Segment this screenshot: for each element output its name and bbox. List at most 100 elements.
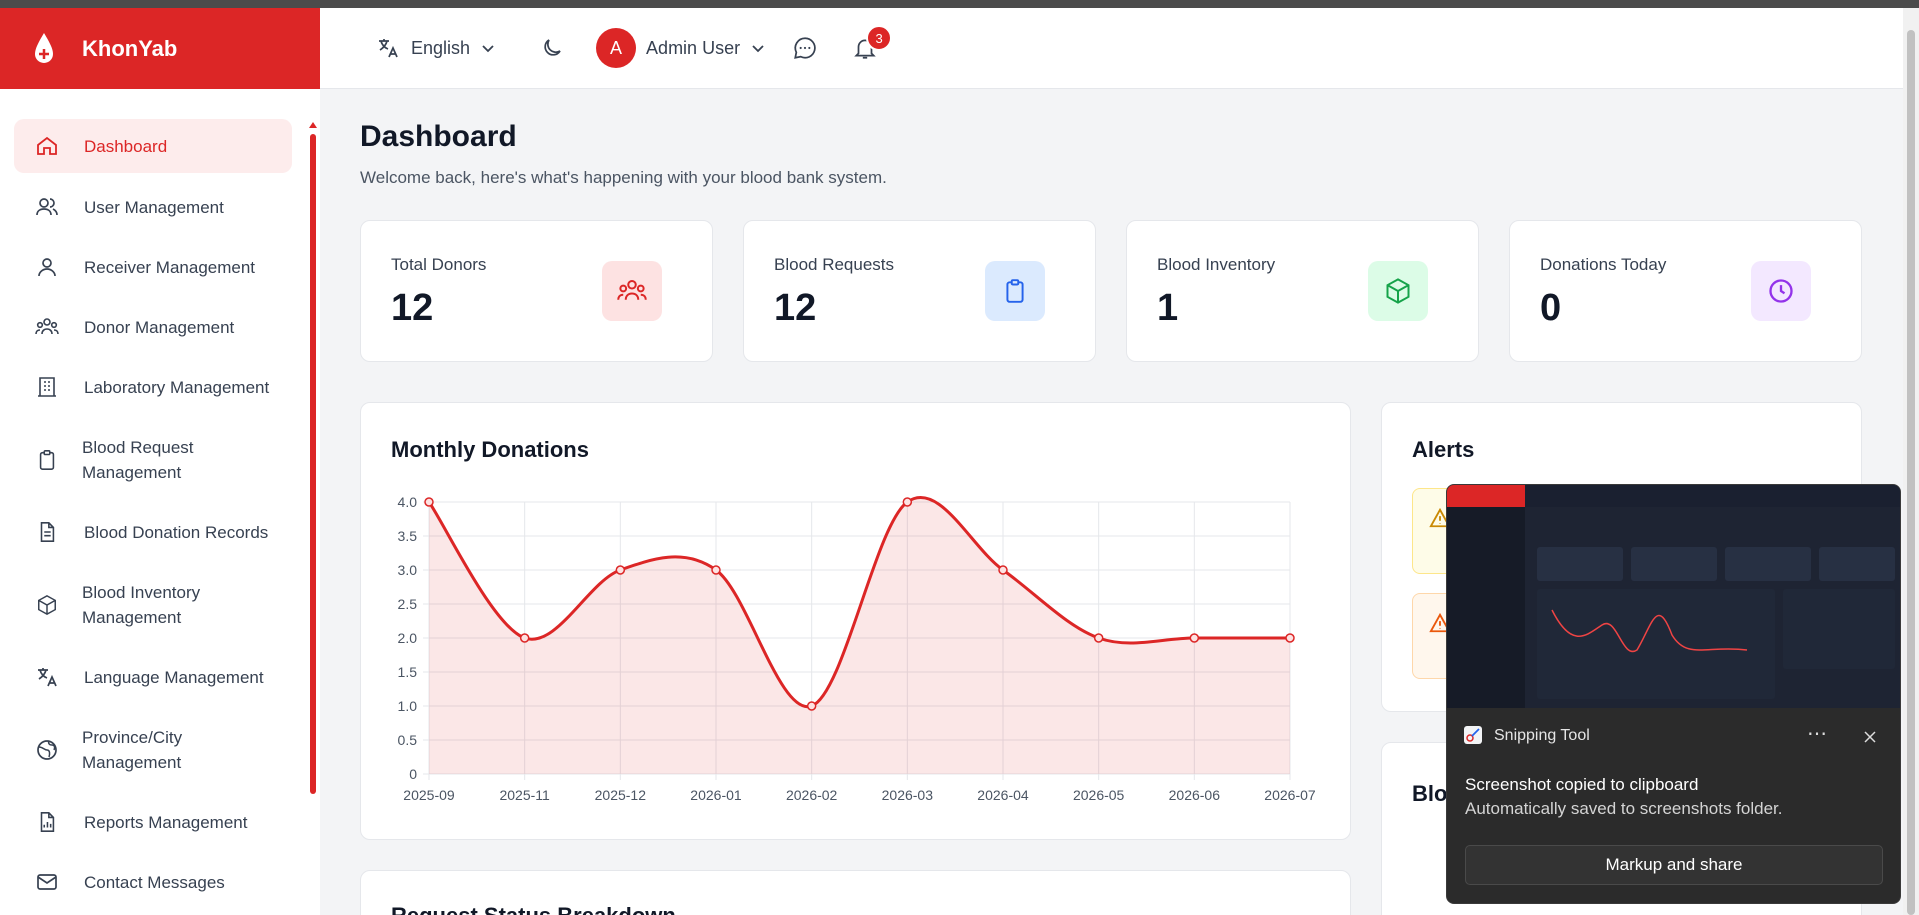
- document-icon: [34, 519, 60, 545]
- stat-card-blood-requests: Blood Requests 12: [743, 220, 1096, 362]
- x-tick-label: 2025-12: [595, 787, 647, 803]
- stat-value: 0: [1540, 287, 1562, 329]
- language-selector[interactable]: English: [376, 36, 496, 60]
- x-tick-label: 2025-11: [499, 787, 550, 803]
- data-point: [1189, 633, 1200, 643]
- toast-app-name: Snipping Tool: [1494, 727, 1590, 744]
- stat-label: Blood Inventory: [1157, 255, 1276, 274]
- translate-icon: [34, 664, 60, 690]
- sidebar-item-label: Language Management: [84, 667, 264, 687]
- sidebar-item-user-management[interactable]: User Management: [14, 180, 292, 234]
- chevron-down-icon: [482, 45, 494, 53]
- sidebar-item-label: Donor Management: [84, 317, 235, 337]
- x-tick-label: 2026-06: [1169, 787, 1221, 803]
- y-tick-label: 3.5: [398, 528, 418, 544]
- x-tick-label: 2026-02: [786, 787, 838, 803]
- box-icon: [1368, 261, 1428, 321]
- data-point: [998, 565, 1008, 575]
- markup-and-share-button[interactable]: Markup and share: [1465, 845, 1883, 885]
- stat-value: 12: [391, 287, 434, 329]
- x-tick-label: 2026-04: [977, 787, 1029, 803]
- blood-drop-logo-icon: [35, 32, 53, 63]
- snipping-tool-notification[interactable]: Snipping Tool ⋯ Screenshot copied to cli…: [1446, 484, 1901, 904]
- header: English A Admin User 3: [320, 8, 1903, 89]
- notifications-button[interactable]: 3: [852, 25, 893, 61]
- data-point: [615, 565, 626, 575]
- clipboard-icon: [34, 447, 60, 473]
- home-icon: [34, 133, 60, 159]
- page-scrollbar-thumb[interactable]: [1907, 30, 1915, 915]
- sidebar-item-language-management[interactable]: Language Management: [14, 650, 292, 704]
- blood-type-title: Blo: [1412, 781, 1448, 806]
- sidebar-item-label: Receiver Management: [84, 257, 256, 277]
- x-tick-label: 2026-05: [1073, 787, 1125, 803]
- sidebar-item-reports-management[interactable]: Reports Management: [14, 795, 292, 849]
- page-subtitle: Welcome back, here's what's happening wi…: [360, 168, 887, 187]
- sidebar-item-dashboard[interactable]: Dashboard: [14, 119, 292, 173]
- sidebar-item-province-city-management[interactable]: Province/City Management: [14, 722, 292, 778]
- group-icon: [34, 314, 60, 340]
- y-tick-label: 0.5: [398, 732, 418, 748]
- sidebar-item-blood-inventory-management[interactable]: Blood Inventory Management: [14, 577, 292, 633]
- clock-icon: [1751, 261, 1811, 321]
- sidebar-item-donor-management[interactable]: Donor Management: [14, 300, 292, 354]
- y-tick-label: 1.5: [398, 664, 418, 680]
- close-icon[interactable]: [1863, 730, 1877, 744]
- sidebar-item-label: Blood Request Management: [82, 438, 194, 482]
- sidebar-item-blood-donation-records[interactable]: Blood Donation Records: [14, 505, 292, 559]
- report-icon: [34, 809, 60, 835]
- browser-top-edge: [0, 0, 1919, 8]
- y-tick-label: 3.0: [398, 562, 418, 578]
- clipboard-icon: [985, 261, 1045, 321]
- stat-card-donations-today: Donations Today 0: [1509, 220, 1862, 362]
- messages-button[interactable]: [792, 35, 818, 61]
- warning-icon: [1429, 507, 1451, 528]
- warning-icon: [1429, 612, 1451, 633]
- app-name: KhonYab: [82, 35, 178, 61]
- stat-label: Total Donors: [391, 255, 487, 274]
- monthly-donations-card: Monthly Donations 4.0 3.5 3.0 2.5 2.0 1.5 1.0 0…: [360, 402, 1351, 840]
- data-point: [806, 701, 817, 711]
- stat-label: Donations Today: [1540, 255, 1667, 274]
- sidebar-item-receiver-management[interactable]: Receiver Management: [14, 240, 292, 294]
- alerts-title: Alerts: [1412, 437, 1475, 462]
- language-label: English: [411, 37, 471, 58]
- sidebar-item-blood-request-management[interactable]: Blood Request Management: [14, 432, 292, 488]
- stat-label: Blood Requests: [774, 255, 895, 274]
- page-scrollbar[interactable]: [1903, 8, 1919, 915]
- users-icon: [34, 194, 60, 220]
- avatar: A: [596, 28, 637, 68]
- sidebar-item-label: Contact Messages: [84, 872, 225, 892]
- sidebar-item-label: User Management: [84, 197, 224, 217]
- more-options-icon[interactable]: ⋯: [1807, 723, 1827, 745]
- sidebar-item-laboratory-management[interactable]: Laboratory Management: [14, 360, 292, 414]
- page-title: Dashboard: [360, 120, 517, 153]
- box-icon: [34, 592, 60, 618]
- data-point: [711, 565, 721, 575]
- user-menu[interactable]: A Admin User: [596, 28, 766, 68]
- data-point: [1093, 633, 1104, 643]
- chevron-down-icon: [752, 45, 764, 53]
- brand[interactable]: KhonYab: [0, 8, 320, 89]
- request-status-card: Request Status Breakdown: [360, 870, 1351, 915]
- sidebar-item-label: Blood Inventory Management: [82, 583, 201, 627]
- building-icon: [34, 374, 60, 400]
- toast-message: Screenshot copied to clipboard: [1465, 775, 1699, 794]
- sidebar-scrollbar-thumb[interactable]: [310, 134, 316, 794]
- theme-toggle[interactable]: [540, 36, 564, 60]
- sidebar-item-label: Blood Donation Records: [84, 522, 269, 542]
- mail-icon: [34, 869, 60, 895]
- scroll-up-arrow[interactable]: [309, 122, 317, 128]
- x-tick-label: 2026-07: [1264, 787, 1316, 803]
- translate-icon: [379, 39, 398, 58]
- y-tick-label: 2.0: [398, 630, 418, 646]
- sidebar-item-contact-messages[interactable]: Contact Messages: [14, 855, 292, 909]
- screenshot-thumbnail[interactable]: [1447, 485, 1900, 708]
- sidebar-item-label: Reports Management: [84, 812, 248, 832]
- monthly-donations-chart: 4.0 3.5 3.0 2.5 2.0 1.5 1.0 0.5 0 2025-09 2025-11 2…: [398, 494, 1316, 803]
- sidebar: [0, 89, 306, 915]
- chart-title: Monthly Donations: [391, 437, 589, 462]
- data-point: [1285, 633, 1295, 643]
- stat-value: 12: [774, 287, 817, 329]
- series-line: [427, 495, 1290, 709]
